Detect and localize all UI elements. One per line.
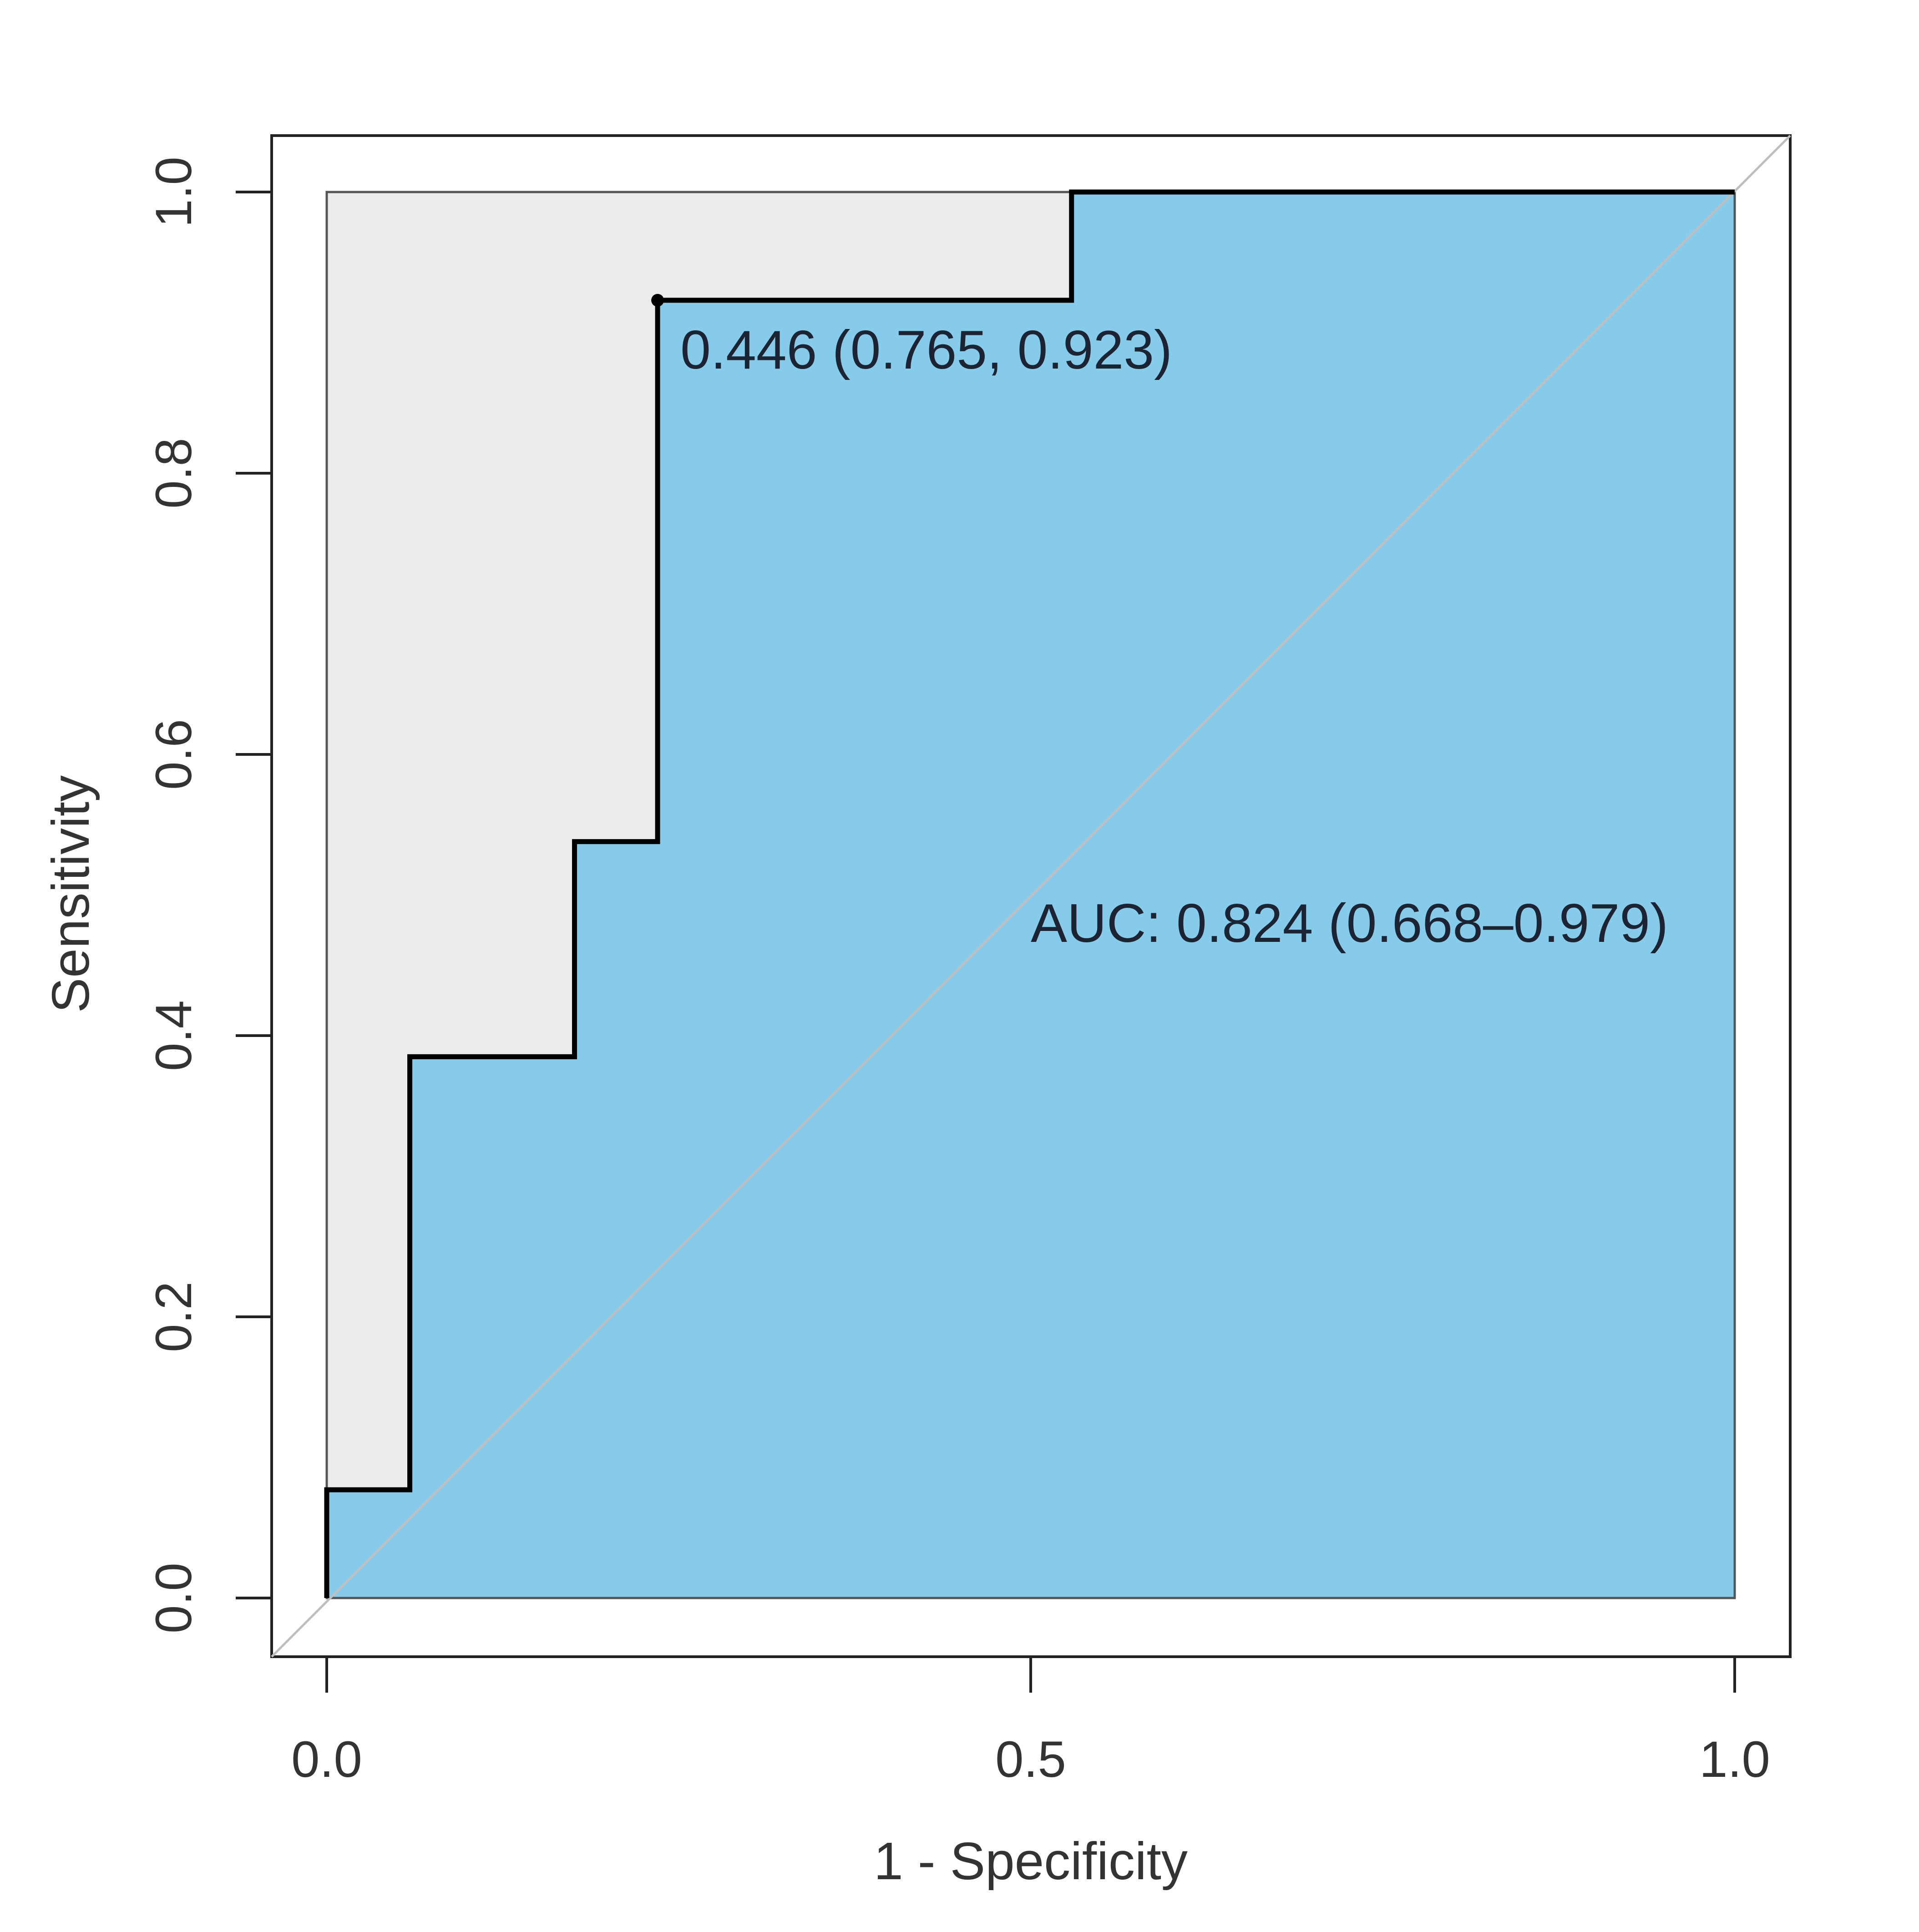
y-tick-label: 0.0	[145, 1563, 202, 1634]
y-axis: 0.0 0.2 0.4 0.6 0.8 1.0	[145, 157, 273, 1634]
x-tick-label: 1.0	[1699, 1731, 1770, 1788]
best-threshold-label: 0.446 (0.765, 0.923)	[680, 319, 1172, 380]
y-axis-title: Sensitivity	[41, 775, 100, 1013]
y-tick-label: 1.0	[145, 157, 202, 228]
x-tick-label: 0.5	[995, 1731, 1066, 1788]
x-tick-label: 0.0	[291, 1731, 362, 1788]
y-tick-label: 0.2	[145, 1281, 202, 1352]
diagonal-reference-line	[271, 135, 1791, 1658]
auc-label: AUC: 0.824 (0.668–0.979)	[1031, 893, 1668, 954]
x-axis: 0.0 0.5 1.0	[291, 1655, 1770, 1788]
best-threshold-point	[651, 293, 664, 307]
x-axis-title: 1 - Specificity	[874, 1831, 1188, 1891]
y-tick-label: 0.8	[145, 438, 202, 509]
roc-curve	[324, 189, 1735, 1598]
y-tick-label: 0.6	[145, 719, 202, 790]
y-tick-label: 0.4	[145, 1000, 202, 1071]
